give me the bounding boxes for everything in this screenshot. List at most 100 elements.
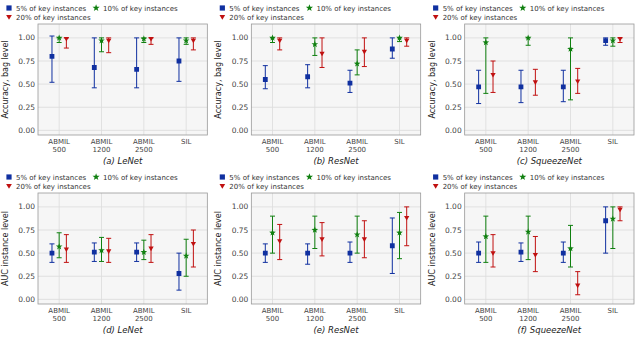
x-tick-label: SIL [181, 138, 192, 146]
legend: 5% of key instances10% of key instances2… [219, 4, 391, 21]
point [348, 81, 353, 86]
y-tick-label: 0.50 [232, 80, 249, 89]
error-bar [277, 38, 282, 50]
grid-line [251, 276, 420, 277]
point [610, 215, 617, 221]
y-tick-label: 0.00 [445, 295, 462, 304]
point [390, 47, 395, 52]
point [354, 231, 361, 237]
y-tick-label: 0.75 [18, 57, 35, 66]
error-bar [320, 38, 325, 68]
grid-line [251, 299, 420, 300]
series [483, 34, 617, 99]
error-bar [618, 38, 623, 43]
plot-background [38, 24, 207, 135]
grid-line [251, 84, 420, 85]
legend-item: 10% of key instances [93, 173, 178, 181]
error-bar [305, 244, 310, 264]
error-bar [184, 239, 189, 276]
x-tick-label: ABMIL2500 [133, 138, 155, 154]
point [269, 229, 276, 235]
error-bar [263, 66, 268, 89]
error-bar [603, 38, 608, 45]
error-bar [106, 238, 111, 262]
error-bar [561, 242, 566, 262]
point [396, 34, 403, 40]
point [490, 73, 495, 78]
legend: 5% of key instances10% of key instances2… [6, 173, 178, 190]
error-bar [92, 243, 97, 262]
point [98, 247, 105, 253]
series [476, 207, 608, 263]
y-tick-label: 0.50 [232, 249, 249, 258]
legend-label: 20% of key instances [443, 14, 518, 22]
point [191, 242, 196, 247]
legend-item: 5% of key instances [433, 5, 513, 13]
point [92, 250, 97, 255]
y-tick-label: 1.00 [18, 33, 35, 42]
point [519, 250, 524, 255]
y-axis-label: Accuracy, bag level [428, 40, 437, 118]
point [483, 233, 490, 239]
grid-line [38, 37, 207, 38]
grid-line [38, 230, 207, 231]
series [64, 230, 196, 267]
series [56, 233, 190, 276]
legend-label: 10% of key instances [530, 174, 605, 182]
error-bar [355, 216, 360, 253]
grid-line [465, 230, 634, 231]
legend-label: 20% of key instances [16, 183, 91, 191]
legend-label: 10% of key instances [316, 5, 391, 13]
legend-label: 10% of key instances [530, 5, 605, 13]
point [525, 34, 532, 40]
legend-symbol [433, 5, 438, 10]
point [183, 252, 190, 258]
error-bar [57, 233, 62, 258]
plot-background [251, 24, 420, 135]
legend: 5% of key instances10% of key instances2… [433, 173, 605, 190]
error-bar [49, 244, 54, 263]
grid-line [38, 84, 207, 85]
grid-line [251, 206, 420, 207]
x-tick-label: ABMIL1200 [517, 138, 539, 154]
grid-line [38, 276, 207, 277]
error-bar [483, 38, 488, 94]
grid-line [465, 37, 634, 38]
point [92, 65, 97, 70]
error-bar [518, 70, 523, 102]
error-bar [476, 242, 481, 262]
grid-line [465, 61, 634, 62]
legend-item: 20% of key instances [6, 183, 91, 191]
error-bar [312, 216, 317, 248]
error-bar [610, 38, 615, 46]
point [567, 245, 574, 251]
legend-symbol [93, 173, 100, 180]
error-bar [176, 38, 181, 81]
legend-item: 20% of key instances [219, 183, 304, 191]
point [141, 249, 148, 255]
y-axis-label: AUC instance level [1, 211, 10, 286]
point [404, 39, 409, 44]
y-tick-label: 0.75 [445, 226, 462, 235]
legend-item: 20% of key instances [433, 183, 518, 191]
grid [38, 193, 207, 304]
point [177, 59, 182, 64]
y-tick-label: 1.00 [232, 33, 249, 42]
x-tick-label: ABMIL1200 [517, 307, 539, 323]
series [49, 243, 181, 290]
grid-line [38, 61, 207, 62]
legend: 5% of key instances 10% of key instances 2… [433, 4, 605, 21]
legend-label: 5% of key instances [16, 5, 86, 13]
series [56, 34, 190, 51]
legend-item: 20% of key instances [433, 14, 518, 22]
error-bar [404, 38, 409, 46]
legend-symbol [219, 15, 225, 20]
point [567, 45, 574, 51]
legend: 5% of key instances10% of key instances2… [6, 4, 178, 21]
error-bar [141, 240, 146, 259]
panel: 5% of key instances 10% of key instances 2… [428, 4, 634, 166]
series [490, 207, 622, 295]
point [106, 249, 111, 254]
y-tick-label: 0.25 [445, 272, 462, 281]
legend-symbol [93, 4, 100, 11]
